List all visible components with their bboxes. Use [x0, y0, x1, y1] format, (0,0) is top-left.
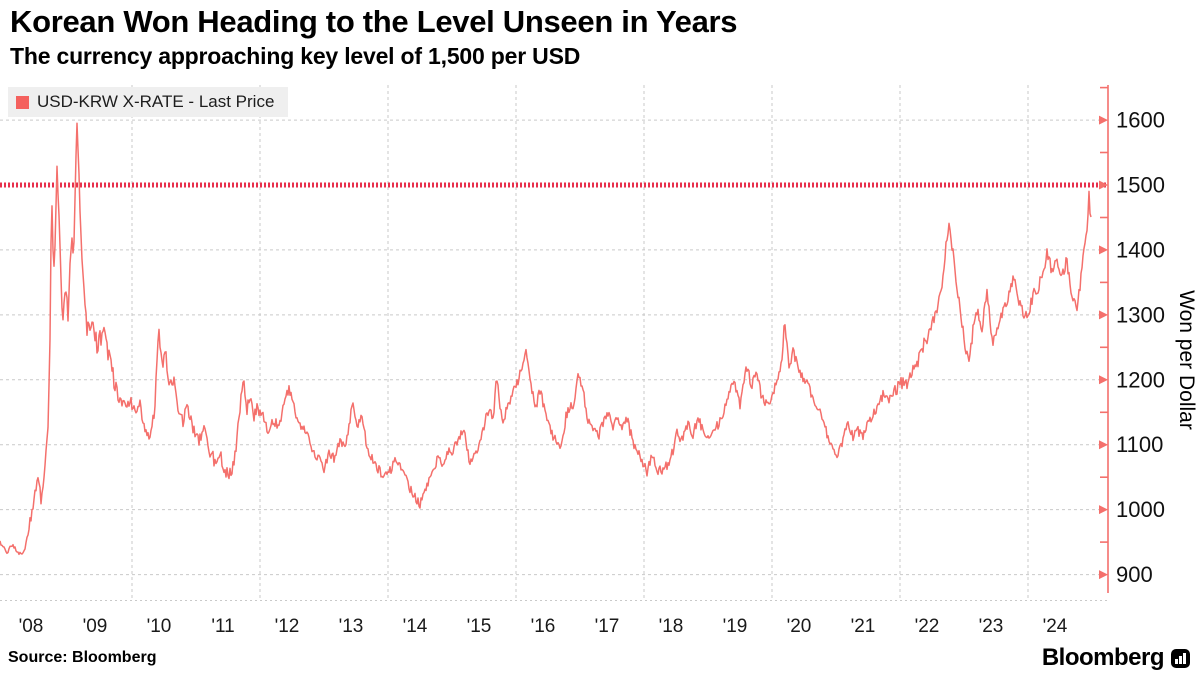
page-title: Korean Won Heading to the Level Unseen i… — [10, 4, 738, 39]
svg-text:1600: 1600 — [1116, 108, 1165, 133]
legend-label: USD-KRW X-RATE - Last Price — [37, 92, 275, 111]
svg-text:1200: 1200 — [1116, 367, 1165, 392]
svg-text:'08: '08 — [19, 616, 44, 637]
svg-text:'22: '22 — [915, 616, 940, 637]
svg-text:'19: '19 — [723, 616, 748, 637]
svg-text:1400: 1400 — [1116, 237, 1165, 262]
bloomberg-wordmark: Bloomberg — [1041, 644, 1165, 671]
source-note: Source: Bloomberg — [8, 649, 157, 666]
svg-text:'12: '12 — [275, 616, 300, 637]
svg-text:'11: '11 — [211, 616, 234, 637]
svg-text:Won per Dollar: Won per Dollar — [1175, 290, 1198, 430]
svg-text:'20: '20 — [787, 616, 812, 637]
svg-text:'18: '18 — [659, 616, 684, 637]
svg-text:'15: '15 — [467, 616, 492, 637]
svg-text:'24: '24 — [1043, 616, 1068, 637]
legend: USD-KRW X-RATE - Last Price — [8, 87, 289, 117]
svg-text:1100: 1100 — [1116, 432, 1163, 457]
svg-text:'16: '16 — [531, 616, 556, 637]
svg-text:1000: 1000 — [1116, 497, 1165, 522]
svg-text:'13: '13 — [339, 616, 364, 637]
svg-text:1300: 1300 — [1116, 302, 1165, 327]
svg-text:'14: '14 — [403, 616, 428, 637]
bloomberg-logo: Bloomberg — [1042, 644, 1190, 672]
svg-text:'21: '21 — [851, 616, 876, 637]
legend-swatch-icon — [16, 95, 29, 109]
bloomberg-chart-icon — [1171, 648, 1190, 668]
page-subtitle: The currency approaching key level of 1,… — [10, 43, 581, 69]
svg-text:'23: '23 — [979, 616, 1004, 637]
svg-text:'10: '10 — [147, 616, 172, 637]
svg-text:'17: '17 — [595, 616, 620, 637]
svg-text:'09: '09 — [83, 616, 108, 637]
svg-text:900: 900 — [1116, 562, 1153, 587]
svg-text:1500: 1500 — [1116, 173, 1165, 198]
